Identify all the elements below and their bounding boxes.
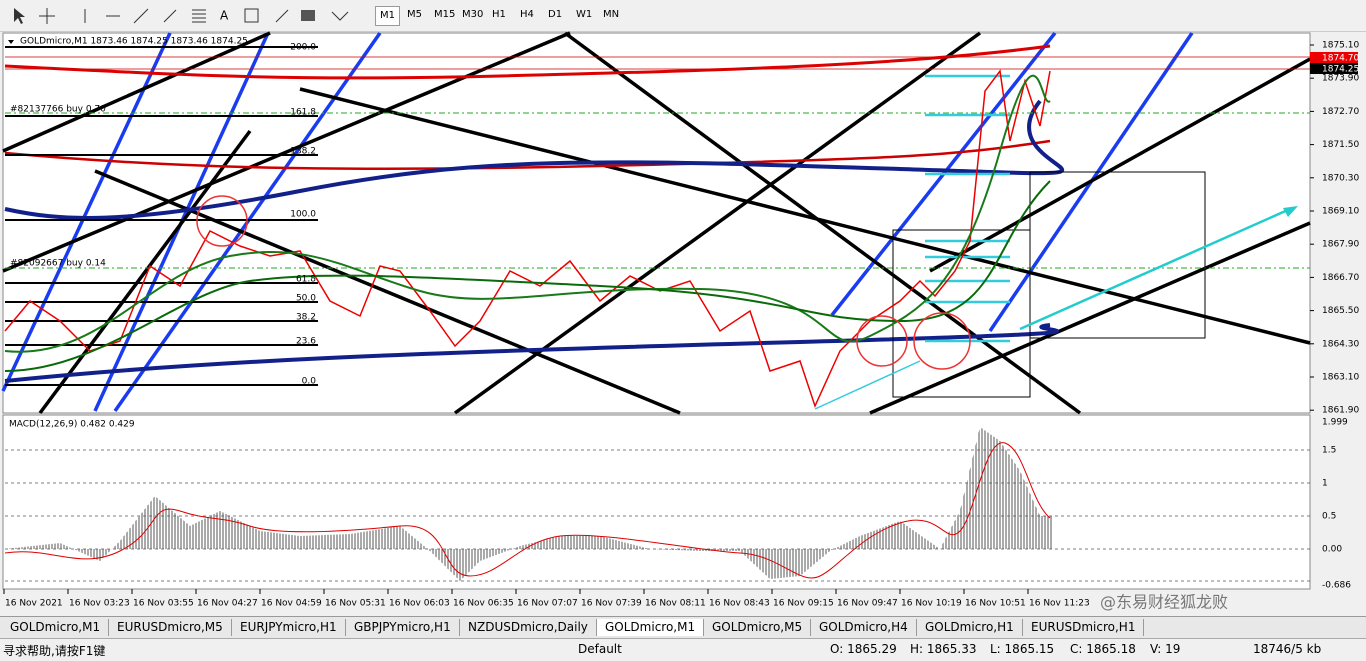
chart-tab[interactable]: GOLDmicro,M5 — [704, 619, 812, 636]
fib-level-label: 23.6 — [296, 337, 316, 347]
status-bar: 寻求帮助,请按F1键 Default O: 1865.29 H: 1865.33… — [0, 638, 1366, 661]
price-tick-label: 1865.50 — [1322, 306, 1359, 316]
price-tick-label: 1866.70 — [1322, 273, 1359, 283]
fib-level-label: 100.0 — [290, 210, 316, 220]
fib-level-label: 200.0 — [290, 43, 316, 53]
time-tick-label: 16 Nov 07:39 — [581, 599, 642, 609]
fib-level-label: 61.8 — [296, 275, 316, 285]
timeframe-button[interactable]: M1 — [375, 6, 400, 26]
chart-tab[interactable]: GBPJPYmicro,H1 — [346, 619, 460, 636]
order-label: #82137766 buy 0.70 — [10, 105, 106, 115]
status-low: L: 1865.15 — [990, 642, 1055, 656]
status-volume: V: 19 — [1150, 642, 1181, 656]
status-high: H: 1865.33 — [910, 642, 977, 656]
fib-level-label: 38.2 — [296, 313, 316, 323]
chart-header: GOLDmicro,M1 1873.46 1874.25 1873.46 187… — [20, 37, 248, 47]
chart-window: . GOLDmicro,M1 1873.46 1874.25 1873.46 1… — [1, 31, 1359, 612]
chart-tab[interactable]: GOLDmicro,H1 — [917, 619, 1023, 636]
timeframe-button[interactable]: D1 — [548, 9, 563, 20]
price-tick-label: 1867.90 — [1322, 240, 1359, 250]
svg-text:A: A — [220, 9, 229, 23]
chart-tab[interactable]: GOLDmicro,H4 — [811, 619, 917, 636]
price-tick-label: 1869.10 — [1322, 207, 1359, 217]
ask-price: 1874.70 — [1322, 54, 1359, 64]
chart-tabs: GOLDmicro,M1 EURUSDmicro,M5 EURJPYmicro,H1… — [0, 616, 1366, 638]
order-label: #82092667 buy 0.14 — [10, 259, 106, 269]
chart-tab[interactable]: EURUSDmicro,H1 — [1023, 619, 1145, 636]
price-tick-label: 1870.30 — [1322, 173, 1359, 183]
time-tick-label: 16 Nov 10:19 — [901, 599, 962, 609]
fib-level-label: 0.0 — [302, 377, 317, 387]
chart-tab[interactable]: NZDUSDmicro,Daily — [460, 619, 597, 636]
timeframe-button[interactable]: MN — [603, 9, 620, 20]
timeframe-button[interactable]: H4 — [520, 9, 534, 20]
time-tick-label: 16 Nov 03:55 — [133, 599, 194, 609]
price-tick-label: 1861.90 — [1322, 406, 1359, 416]
indicator-tick-label: -0.686 — [1322, 581, 1351, 591]
status-open: O: 1865.29 — [830, 642, 897, 656]
indicator-tick-label: 1.5 — [1322, 446, 1336, 456]
timeframe-button[interactable]: M15 — [434, 9, 456, 20]
fib-level-label: 138.2 — [290, 147, 316, 157]
bid-price: 1874.25 — [1322, 65, 1359, 75]
toolbar: A M1 M5 M15 M30 H1 H4 D1 W1 MN — [0, 0, 1366, 32]
time-tick-label: 16 Nov 08:43 — [709, 599, 770, 609]
status-traffic: 18746/5 kb — [1253, 642, 1322, 656]
watermark: @东易财经狐龙败 — [1100, 593, 1228, 612]
time-tick-label: 16 Nov 09:47 — [837, 599, 898, 609]
drawing-tools: A — [14, 8, 349, 24]
time-tick-label: 16 Nov 07:07 — [517, 599, 578, 609]
indicator-label: MACD(12,26,9) 0.482 0.429 — [9, 420, 135, 430]
timeframe-button[interactable]: H1 — [492, 9, 506, 20]
time-tick-label: 16 Nov 2021 — [5, 599, 63, 609]
chart-tab[interactable]: GOLDmicro,M1 — [2, 619, 110, 636]
price-tick-label: 1863.10 — [1322, 373, 1359, 383]
fib-level-label: 50.0 — [296, 294, 316, 304]
price-tick-label: 1872.70 — [1322, 107, 1359, 117]
status-help: 寻求帮助,请按F1键 — [3, 644, 106, 658]
time-tick-label: 16 Nov 06:35 — [453, 599, 514, 609]
indicator-tick-label: 1 — [1322, 479, 1328, 489]
indicator-tick-label: 0.00 — [1322, 545, 1342, 555]
time-tick-label: 16 Nov 11:23 — [1029, 599, 1090, 609]
chart-tab[interactable]: GOLDmicro,M1 — [597, 619, 705, 636]
timeframe-button[interactable]: M5 — [407, 9, 422, 20]
fib-level-label: 161.8 — [290, 108, 316, 118]
status-profile: Default — [578, 642, 622, 656]
indicator-tick-label: 1.999 — [1322, 418, 1348, 428]
time-tick-label: 16 Nov 09:15 — [773, 599, 834, 609]
time-tick-label: 16 Nov 04:27 — [197, 599, 258, 609]
timeframe-button[interactable]: M30 — [462, 9, 484, 20]
time-tick-label: 16 Nov 03:23 — [69, 599, 130, 609]
status-close: C: 1865.18 — [1070, 642, 1136, 656]
time-tick-label: 16 Nov 05:31 — [325, 599, 386, 609]
price-tick-label: 1873.90 — [1322, 74, 1359, 84]
chart-tab[interactable]: EURJPYmicro,H1 — [232, 619, 346, 636]
price-tick-label: 1871.50 — [1322, 140, 1359, 150]
time-tick-label: 16 Nov 08:11 — [645, 599, 706, 609]
time-tick-label: 16 Nov 10:51 — [965, 599, 1026, 609]
time-tick-label: 16 Nov 04:59 — [261, 599, 322, 609]
price-tick-label: 1864.30 — [1322, 339, 1359, 349]
time-tick-label: 16 Nov 06:03 — [389, 599, 450, 609]
price-tick-label: 1875.10 — [1322, 41, 1359, 51]
chart-tab[interactable]: EURUSDmicro,M5 — [109, 619, 232, 636]
timeframe-button[interactable]: W1 — [576, 9, 593, 20]
indicator-tick-label: 0.5 — [1322, 512, 1336, 522]
